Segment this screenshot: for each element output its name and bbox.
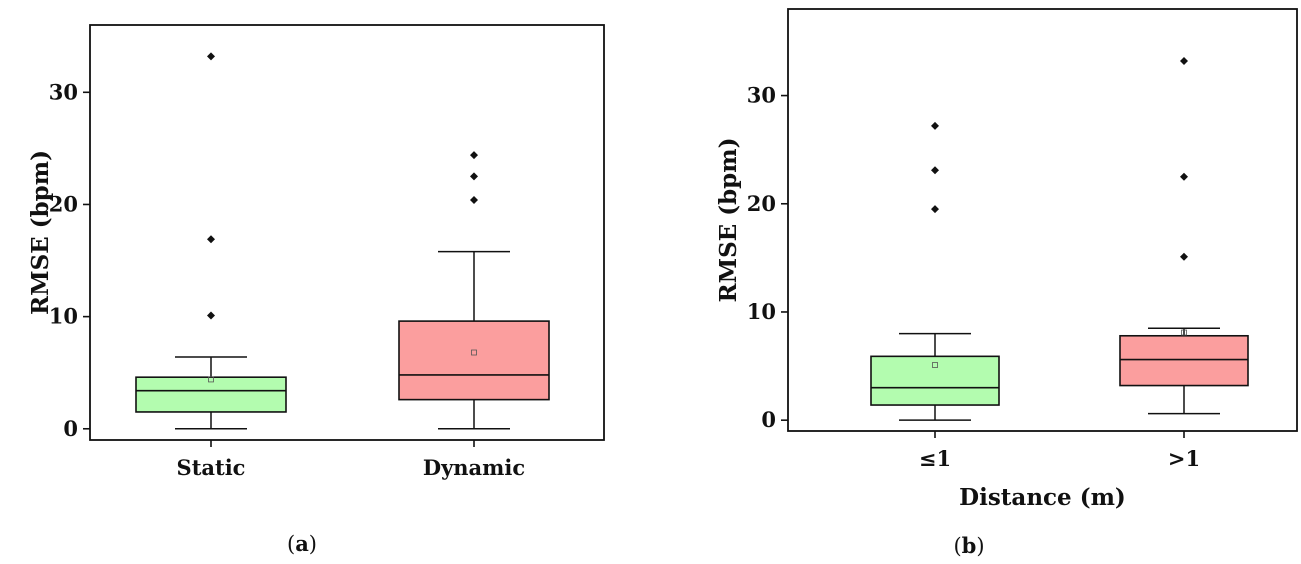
y-tick-label: 10 [747, 299, 776, 324]
x-tick-label: >1 [1168, 446, 1200, 471]
mean-marker [1181, 329, 1187, 336]
iqr-box [398, 320, 550, 401]
x-tick-label: ≤1 [919, 446, 951, 471]
caption-open: ( [953, 534, 961, 558]
caption-letter: a [295, 531, 309, 556]
outlier-point [470, 151, 478, 160]
y-tick-label: 20 [747, 191, 776, 216]
outlier-point [207, 235, 215, 244]
outlier-point [931, 205, 939, 214]
panel-caption: (a) [287, 531, 317, 556]
iqr-box [870, 355, 1000, 406]
y-axis-title: RMSE (bpm) [27, 150, 54, 315]
plot-frame [787, 8, 1298, 432]
outlier-point [931, 166, 939, 175]
mean-marker [932, 362, 938, 368]
outlier-point [470, 172, 478, 181]
box->1 [1119, 56, 1249, 415]
y-tick-label: 10 [49, 304, 78, 329]
box-Static [135, 52, 287, 430]
caption-close: ) [976, 534, 984, 558]
caption-open: ( [287, 532, 295, 556]
plot-frame [89, 24, 605, 441]
iqr-box [1119, 334, 1249, 387]
y-tick-label: 0 [761, 407, 776, 432]
y-tick-label: 30 [747, 83, 776, 108]
chart-panel-a: 0 10 20 30 Static Dynamic RMSE (bpm) (a) [27, 24, 605, 556]
box-≤1 [870, 121, 1000, 421]
y-tick-label: 20 [49, 191, 78, 216]
outlier-point [931, 121, 939, 130]
outlier-point [1180, 252, 1188, 261]
y-tick-label: 30 [49, 79, 78, 104]
box-Dynamic [398, 151, 550, 430]
mean-marker [471, 349, 477, 356]
outlier-point [470, 195, 478, 204]
caption-letter: b [962, 533, 977, 558]
mean-marker [208, 376, 214, 383]
iqr-box [135, 376, 287, 413]
x-axis-title: Distance (m) [959, 484, 1126, 511]
y-axis-title: RMSE (bpm) [715, 138, 742, 303]
outlier-point [207, 52, 215, 61]
outlier-point [1180, 56, 1188, 65]
caption-close: ) [309, 532, 317, 556]
y-tick-label: 0 [63, 416, 78, 441]
x-tick-label: Static [177, 455, 246, 480]
outlier-point [207, 311, 215, 320]
chart-panel-b: 0 10 20 30 ≤1 >1 RMSE (bpm) Distance (m) (b) [715, 8, 1298, 558]
x-tick-label: Dynamic [423, 455, 525, 480]
outlier-point [1180, 172, 1188, 181]
panel-caption: (b) [953, 533, 984, 558]
